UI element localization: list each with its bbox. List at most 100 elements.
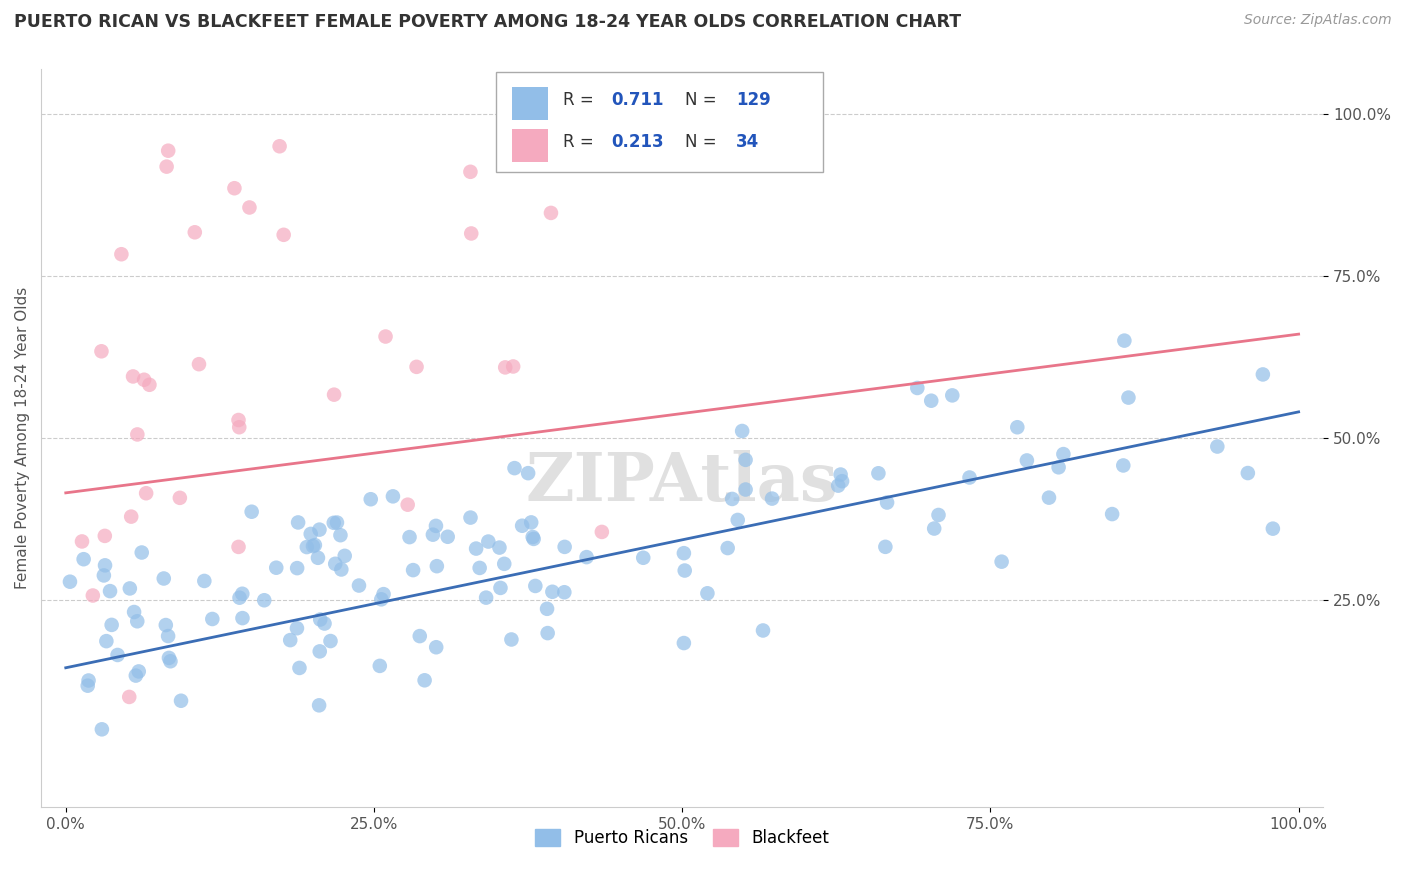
- Point: [70, 534, 93, 549]
- Bar: [512, 129, 547, 162]
- Point: [696, 586, 718, 600]
- Point: [503, 461, 526, 475]
- Point: [273, 227, 295, 242]
- Point: [228, 591, 250, 605]
- Point: [326, 516, 349, 530]
- Point: [489, 581, 512, 595]
- Point: [231, 587, 253, 601]
- Point: [308, 523, 330, 537]
- Point: [155, 618, 177, 632]
- Text: R =: R =: [562, 134, 599, 152]
- Point: [59, 574, 82, 589]
- Point: [522, 530, 544, 544]
- Point: [524, 579, 547, 593]
- Point: [188, 357, 211, 371]
- Point: [465, 541, 488, 556]
- Point: [920, 393, 942, 408]
- Point: [517, 466, 540, 480]
- Point: [1038, 491, 1060, 505]
- Point: [323, 387, 346, 401]
- Text: 0.711: 0.711: [612, 91, 664, 110]
- Point: [170, 694, 193, 708]
- Point: [1052, 447, 1074, 461]
- Bar: [512, 87, 547, 120]
- Point: [761, 491, 783, 506]
- Point: [941, 388, 963, 402]
- Point: [98, 584, 121, 599]
- Point: [1261, 522, 1284, 536]
- Text: Source: ZipAtlas.com: Source: ZipAtlas.com: [1244, 13, 1392, 28]
- Point: [1007, 420, 1029, 434]
- Point: [426, 559, 449, 574]
- Point: [831, 474, 853, 488]
- Point: [201, 612, 224, 626]
- FancyBboxPatch shape: [496, 72, 824, 172]
- Point: [436, 530, 458, 544]
- Point: [228, 420, 250, 434]
- Point: [159, 654, 181, 668]
- Point: [868, 467, 890, 481]
- Point: [398, 530, 420, 544]
- Point: [494, 360, 516, 375]
- Point: [1015, 453, 1038, 467]
- Point: [717, 541, 740, 555]
- Point: [120, 509, 142, 524]
- Point: [540, 206, 562, 220]
- Point: [157, 629, 180, 643]
- Point: [672, 546, 695, 560]
- Legend: Puerto Ricans, Blackfeet: Puerto Ricans, Blackfeet: [529, 822, 835, 855]
- Point: [307, 550, 329, 565]
- Point: [125, 668, 148, 682]
- Text: 129: 129: [737, 91, 770, 110]
- Text: ZIPAtlas: ZIPAtlas: [526, 450, 838, 515]
- Point: [138, 377, 160, 392]
- Text: 34: 34: [737, 134, 759, 152]
- Point: [152, 572, 174, 586]
- Point: [132, 373, 155, 387]
- Point: [228, 540, 250, 554]
- Y-axis label: Female Poverty Among 18-24 Year Olds: Female Poverty Among 18-24 Year Olds: [15, 286, 30, 589]
- Point: [536, 602, 558, 616]
- Point: [100, 618, 122, 632]
- Point: [90, 344, 112, 359]
- Point: [240, 505, 263, 519]
- Point: [731, 424, 754, 438]
- Text: N =: N =: [685, 91, 721, 110]
- Point: [827, 478, 849, 492]
- Point: [468, 561, 491, 575]
- Point: [1101, 507, 1123, 521]
- Text: N =: N =: [685, 134, 721, 152]
- Point: [501, 632, 523, 647]
- Point: [409, 629, 432, 643]
- Point: [224, 181, 246, 195]
- Point: [1237, 466, 1260, 480]
- Point: [425, 640, 447, 655]
- Point: [107, 648, 129, 662]
- Point: [96, 634, 118, 648]
- Point: [554, 540, 576, 554]
- Point: [422, 527, 444, 541]
- Point: [396, 498, 419, 512]
- Point: [314, 616, 336, 631]
- Point: [231, 611, 253, 625]
- Point: [77, 673, 100, 688]
- Point: [460, 227, 482, 241]
- Point: [425, 519, 447, 533]
- Point: [488, 541, 510, 555]
- Point: [309, 613, 332, 627]
- Point: [752, 624, 775, 638]
- Point: [319, 634, 342, 648]
- Point: [475, 591, 498, 605]
- Point: [405, 359, 427, 374]
- Point: [169, 491, 191, 505]
- Point: [673, 564, 696, 578]
- Point: [402, 563, 425, 577]
- Point: [93, 568, 115, 582]
- Text: 0.213: 0.213: [612, 134, 664, 152]
- Point: [308, 698, 330, 713]
- Point: [875, 540, 897, 554]
- Text: PUERTO RICAN VS BLACKFEET FEMALE POVERTY AMONG 18-24 YEAR OLDS CORRELATION CHART: PUERTO RICAN VS BLACKFEET FEMALE POVERTY…: [14, 13, 962, 31]
- Point: [460, 510, 482, 524]
- Point: [264, 560, 287, 574]
- Point: [304, 538, 326, 552]
